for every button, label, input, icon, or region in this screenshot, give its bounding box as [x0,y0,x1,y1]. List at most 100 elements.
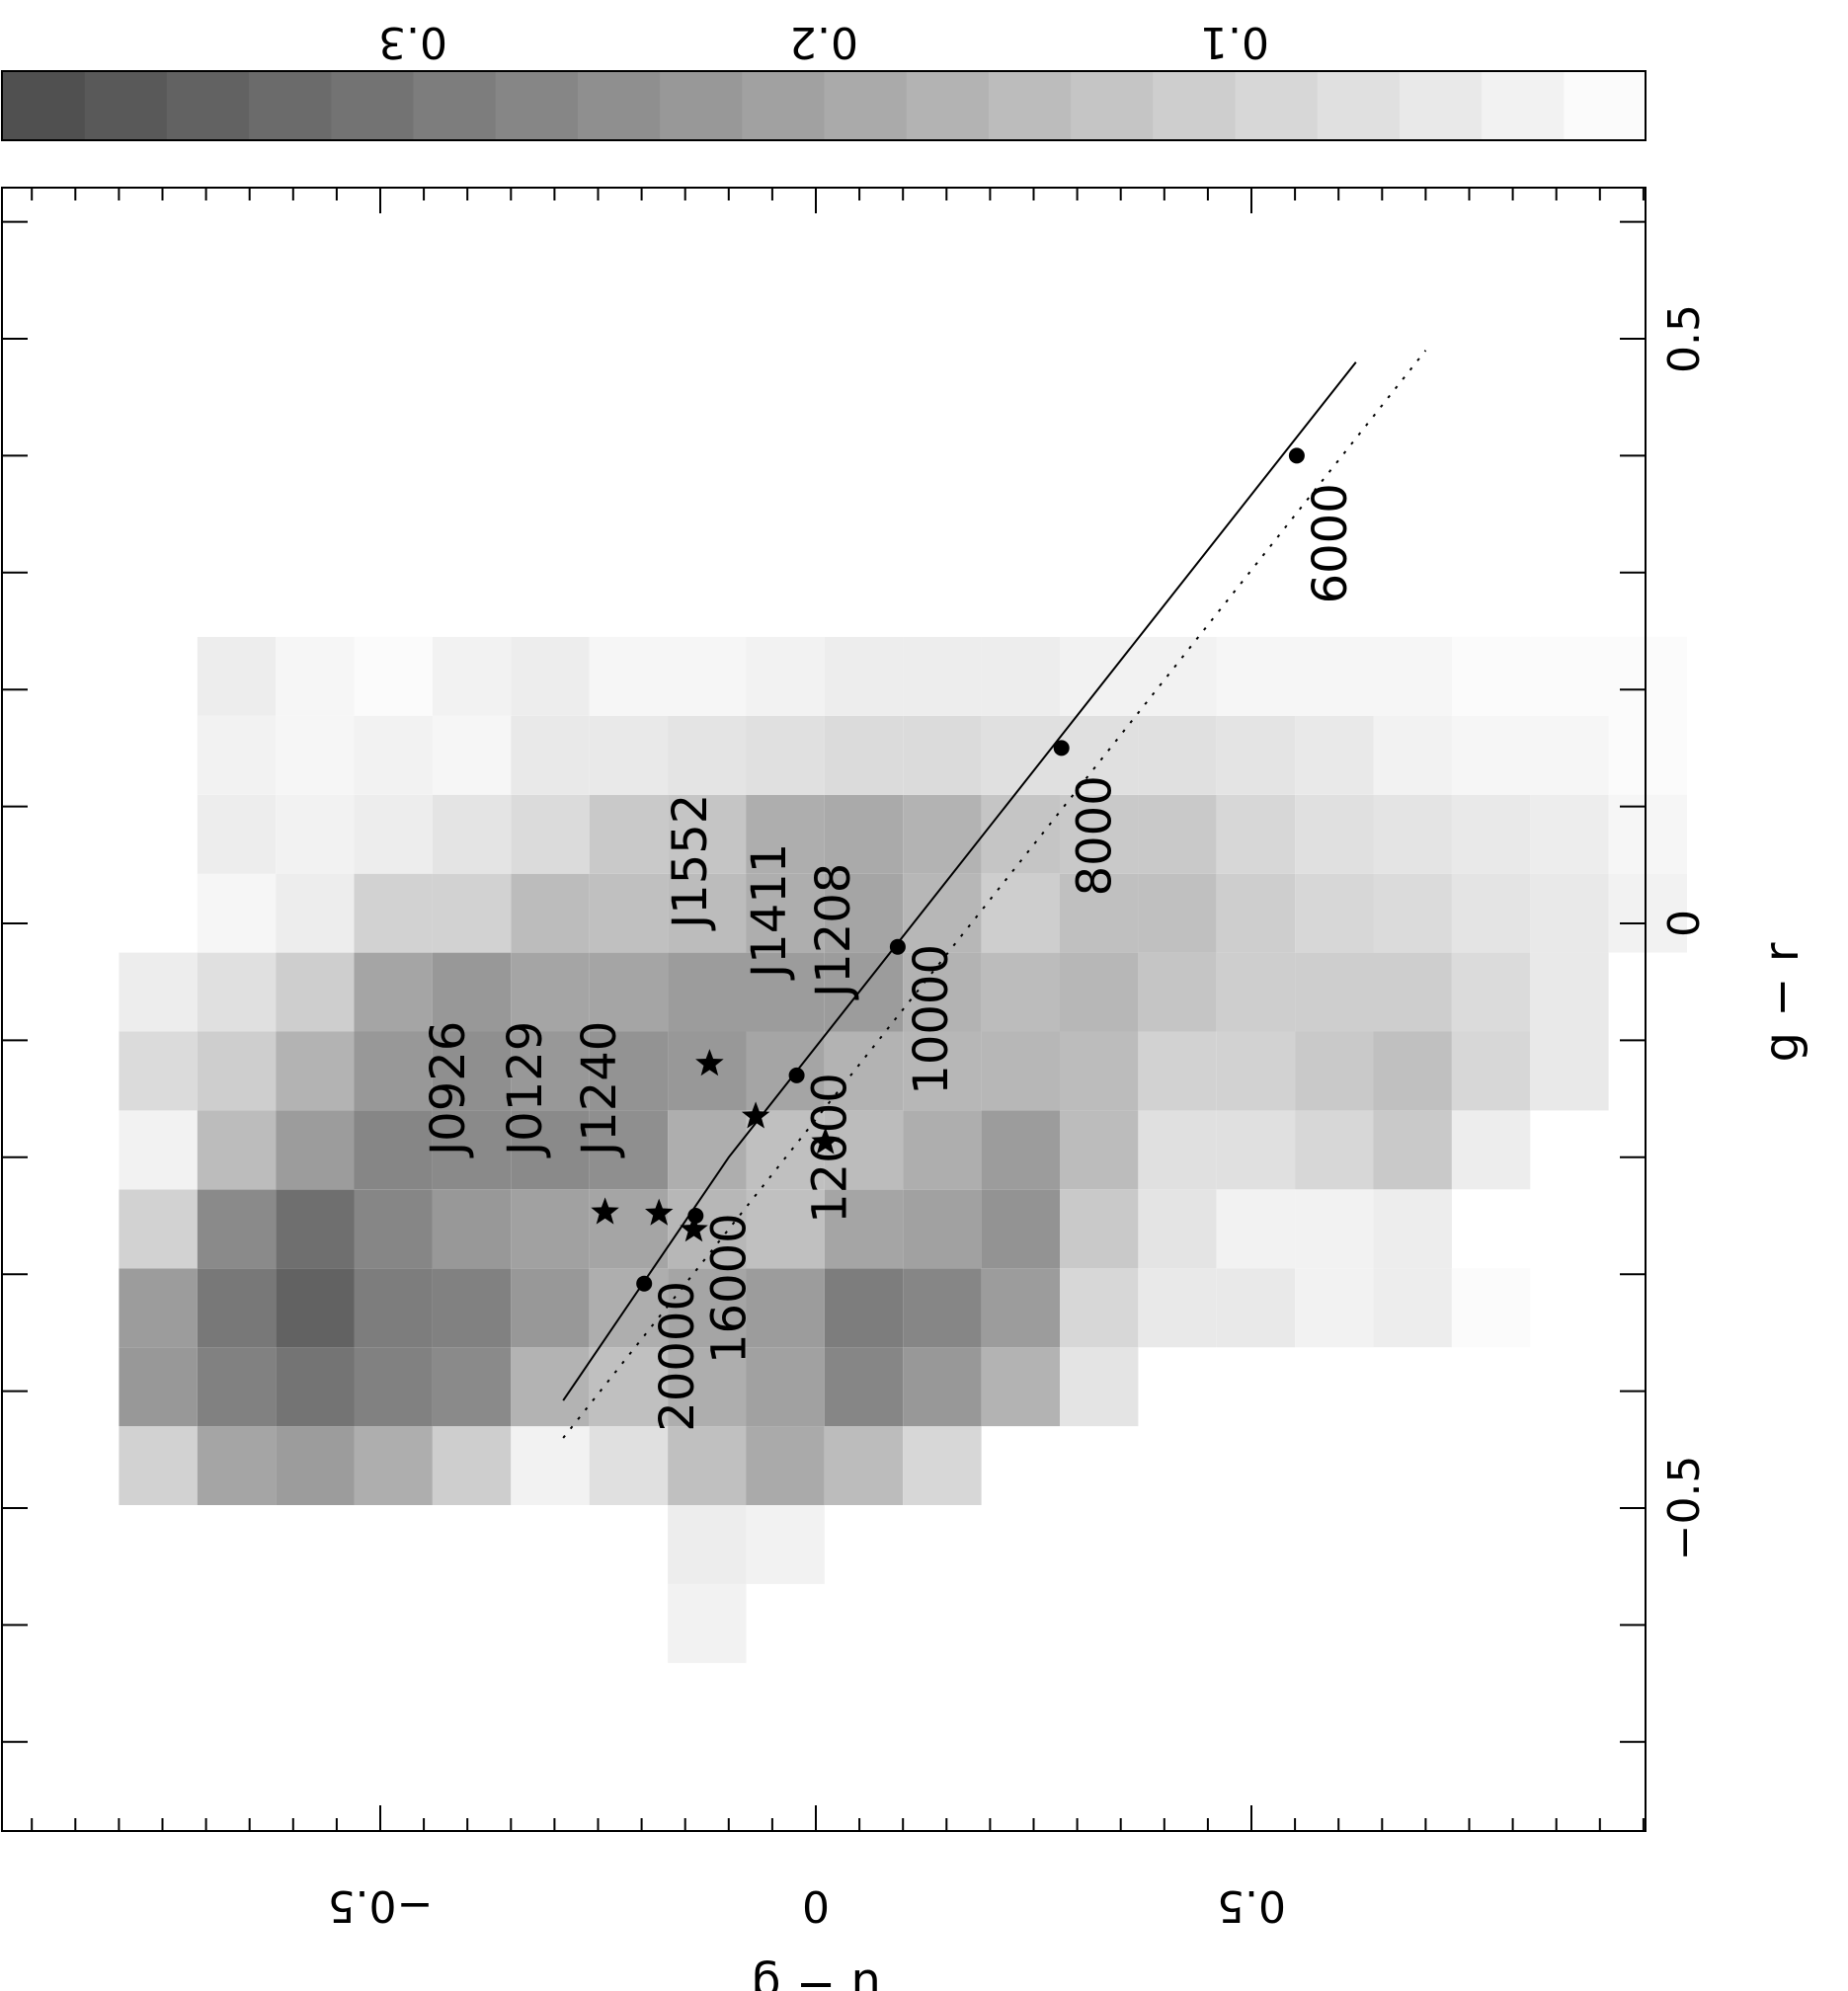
heatmap-cell [276,636,355,716]
heatmap-cell [668,794,747,874]
heatmap-cell [1373,1189,1452,1269]
heatmap-cell [511,1031,590,1111]
heatmap-cell [903,1189,982,1269]
heatmap-cell [1138,952,1217,1032]
heatmap-cell [1138,636,1217,716]
heatmap-cell [1216,794,1296,874]
heatmap-cell [432,1031,512,1111]
heatmap-cell [1451,715,1531,795]
heatmap-cell [1451,794,1531,874]
heatmap-cell [432,1347,512,1427]
heatmap-cell [1373,636,1452,716]
heatmap-cell [1451,952,1531,1032]
colorbar-cell [1235,71,1318,140]
g-r-tick-label: 0.5 [1659,304,1710,373]
heatmap-cell [1295,873,1374,953]
heatmap-cell [354,1268,433,1348]
heatmap-cell [1451,1110,1531,1190]
heatmap-cell [1295,715,1374,795]
heatmap-cell [511,952,590,1032]
heatmap-cell [1608,636,1687,716]
heatmap-cell [746,952,825,1032]
colorbar-cell [330,71,414,140]
heatmap-cell [1373,1110,1452,1190]
heatmap-cell [511,715,590,795]
heatmap-cell [589,794,669,874]
heatmap-cell [1060,794,1139,874]
heatmap-cell [432,1110,512,1190]
heatmap-cell [589,636,669,716]
heatmap-cell [511,873,590,953]
heatmap-cell [354,636,433,716]
heatmap-cell [1138,1110,1217,1190]
heatmap-cell [1451,873,1531,953]
heatmap-cell [1451,636,1531,716]
heatmap-cell [197,794,277,874]
heatmap-cell [1295,1268,1374,1348]
heatmap-cell [668,715,747,795]
heatmap-cell [1295,794,1374,874]
heatmap-cell [589,1347,669,1427]
heatmap-cell [746,873,825,953]
colorbar-cell [741,71,825,140]
heatmap-cell [1060,1110,1139,1190]
heatmap-cell [668,1268,747,1348]
heatmap-cell [903,1268,982,1348]
heatmap-cell [824,1268,904,1348]
heatmap-cell [119,1110,198,1190]
heatmap-cell [903,1110,982,1190]
heatmap-cell [824,1031,904,1111]
star-label: J0926 [421,1021,476,1158]
heatmap-cell [276,952,355,1032]
heatmap-cell [1060,952,1139,1032]
heatmap-cell [1295,952,1374,1032]
heatmap-cell [354,1031,433,1111]
heatmap-cell [511,794,590,874]
colorbar-cell [2,71,85,140]
heatmap-cell [1138,1189,1217,1269]
heatmap-cell [589,1189,669,1269]
heatmap-cell [354,1347,433,1427]
heatmap-cell [197,1268,277,1348]
temperature-label: 20000 [650,1281,705,1432]
heatmap-cell [1216,1110,1296,1190]
heatmap-cell [903,1347,982,1427]
heatmap-cell [1216,715,1296,795]
heatmap-cell [119,1268,198,1348]
colorbar-cell [84,71,167,140]
heatmap-cell [511,1347,590,1427]
heatmap-cell [1216,1268,1296,1348]
star-label: J1240 [572,1021,627,1158]
heatmap-cell [432,952,512,1032]
heatmap-cell [903,1426,982,1505]
heatmap-cell [432,1189,512,1269]
heatmap-cell [1295,1031,1374,1111]
colorbar-cell [577,71,661,140]
heatmap-cell [1373,715,1452,795]
heatmap-cell [1216,1189,1296,1269]
colorbar-cell [166,71,250,140]
temperature-label: 10000 [904,944,959,1095]
heatmap-cell [746,1426,825,1505]
heatmap-cell [824,636,904,716]
heatmap-cell [197,1110,277,1190]
heatmap-cell [1530,715,1609,795]
star-marker [680,1215,708,1242]
axis-ticks: −0.5 0 0.5 −0.5 0 0.5 [2,188,1710,1931]
heatmap-cell [824,715,904,795]
g-r-tick-label: 0 [1659,910,1710,937]
colorbar-cell [248,71,332,140]
heatmap-cell [668,1426,747,1505]
heatmap-cell [276,1031,355,1111]
colorbar-cell [495,71,578,140]
heatmap-cell [981,952,1060,1032]
heatmap-cell [903,1031,982,1111]
heatmap-cell [1138,873,1217,953]
heatmap-cell [276,1268,355,1348]
star-label: J1552 [663,794,718,931]
heatmap-cell [668,1110,747,1190]
heatmap-cell [511,1426,590,1505]
star-marker [645,1198,674,1226]
temperature-marker [788,1067,805,1083]
temperature-marker [636,1275,653,1292]
